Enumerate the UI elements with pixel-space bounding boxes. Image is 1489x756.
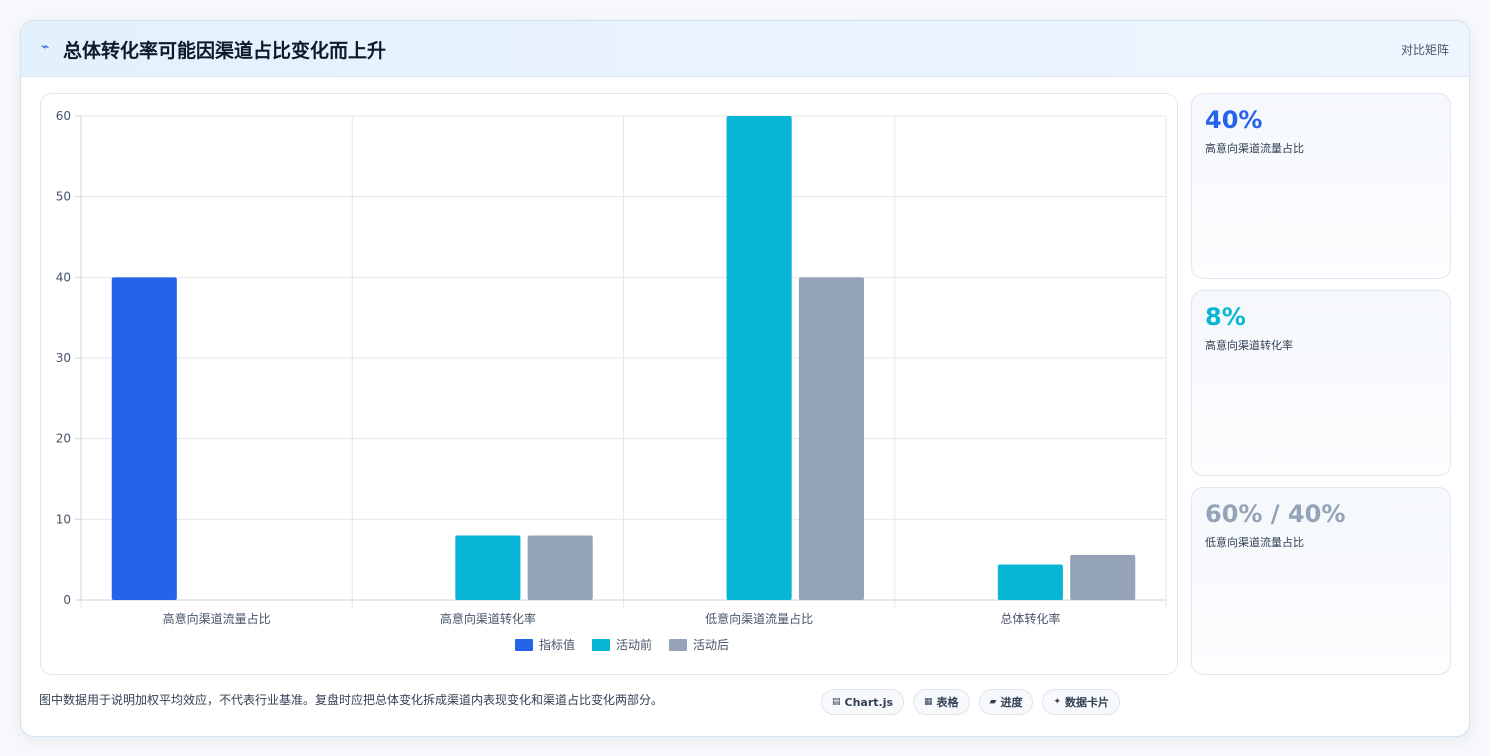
stat-card-high-share: 40% 高意向渠道流量占比 xyxy=(1191,93,1451,279)
stat-label: 高意向渠道流量占比 xyxy=(1205,142,1304,155)
chart-panel: 0 10 20 30 40 50 60 高意向渠道流量占比 高意向渠道转化率 低意向渠道流量占比 总… xyxy=(40,93,1178,675)
chip-chartjs[interactable]: ▤ Chart.js xyxy=(821,689,905,715)
chip-data-card[interactable]: ✦ 数据卡片 xyxy=(1042,689,1121,715)
stat-label: 低意向渠道流量占比 xyxy=(1205,536,1304,549)
chip-progress[interactable]: ▰ 进度 xyxy=(978,689,1034,715)
bar xyxy=(527,535,593,600)
stat-value: 60% / 40% xyxy=(1205,500,1346,528)
bar xyxy=(997,564,1063,600)
stat-card-low-share: 60% / 40% 低意向渠道流量占比 xyxy=(1191,487,1451,675)
chart-icon: ▤ xyxy=(832,697,841,707)
x-category-label: 高意向渠道流量占比 xyxy=(163,611,271,626)
y-tick-label: 50 xyxy=(56,190,71,204)
y-tick-label: 0 xyxy=(63,593,71,607)
bar xyxy=(1070,554,1136,600)
y-tick-label: 20 xyxy=(56,432,71,446)
card-tag: 对比矩阵 xyxy=(1400,43,1449,57)
legend-label: 活动后 xyxy=(693,638,729,652)
chip-label: 表格 xyxy=(936,696,959,709)
chip-label: Chart.js xyxy=(844,695,894,709)
bar xyxy=(726,116,792,600)
legend-label: 活动前 xyxy=(616,637,652,652)
chip-label: 进度 xyxy=(1000,696,1023,709)
legend-swatch xyxy=(515,639,533,651)
bar-chart: 0 10 20 30 40 50 60 高意向渠道流量占比 高意向渠道转化率 低意向渠道流量占比 总… xyxy=(56,109,1167,652)
chip-label: 数据卡片 xyxy=(1065,696,1110,709)
y-tick-label: 10 xyxy=(56,512,71,526)
y-tick-label: 60 xyxy=(56,109,71,123)
legend-swatch xyxy=(592,639,610,651)
stat-card-high-conversion: 8% 高意向渠道转化率 xyxy=(1191,290,1451,476)
legend-label: 指标值 xyxy=(539,637,575,652)
bar xyxy=(798,277,865,600)
x-category-label: 低意向渠道流量占比 xyxy=(705,611,813,626)
legend-swatch xyxy=(669,639,687,651)
card-title: 总体转化率可能因渠道占比变化而上升 xyxy=(63,40,387,62)
bar xyxy=(455,535,521,600)
stat-value: 40% xyxy=(1205,106,1263,134)
chip-table[interactable]: ▦ 表格 xyxy=(913,689,970,715)
chip-group: ▤ Chart.js ▦ 表格 ▰ 进度 ✦ 数据卡片 xyxy=(821,689,1121,715)
stat-value: 8% xyxy=(1205,303,1246,331)
stat-label: 高意向渠道转化率 xyxy=(1205,339,1293,352)
card-header: ⌁ 总体转化率可能因渠道占比变化而上升 对比矩阵 xyxy=(21,21,1469,77)
data-card-icon: ✦ xyxy=(1053,697,1062,707)
chart-line-icon: ⌁ xyxy=(41,39,50,55)
progress-icon: ▰ xyxy=(989,697,997,707)
y-tick-label: 30 xyxy=(56,351,71,365)
x-category-label: 高意向渠道转化率 xyxy=(440,611,536,626)
bar xyxy=(111,277,177,600)
x-category-label: 总体转化率 xyxy=(1000,611,1060,626)
comparison-card: ⌁ 总体转化率可能因渠道占比变化而上升 对比矩阵 0 10 20 30 40 50 60 高意… xyxy=(20,20,1470,737)
footer-note: 图中数据用于说明加权平均效应，不代表行业基准。复盘时应把总体变化拆成渠道内表现变… xyxy=(39,693,664,707)
y-tick-label: 40 xyxy=(56,270,71,284)
table-icon: ▦ xyxy=(924,697,933,707)
